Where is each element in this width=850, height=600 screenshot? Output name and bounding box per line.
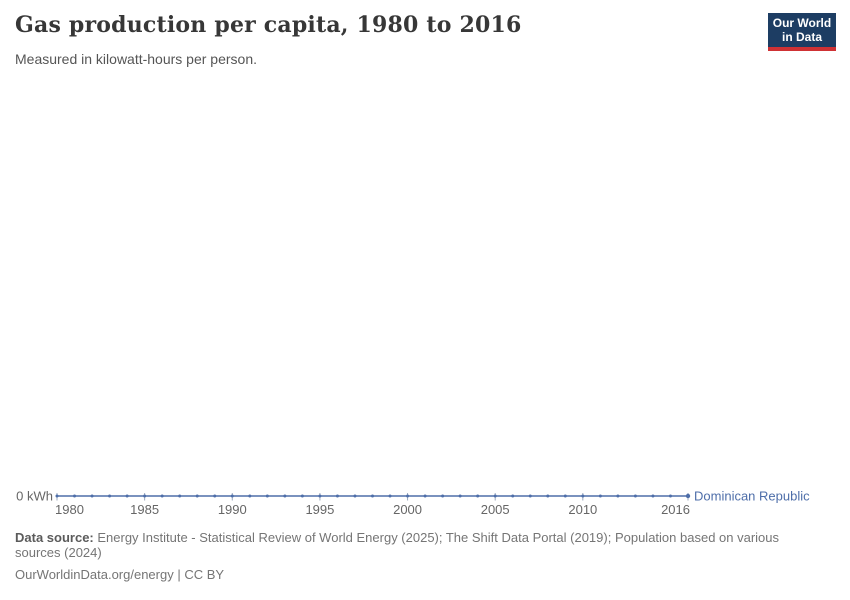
data-source-label: Data source: xyxy=(15,530,94,545)
data-point[interactable] xyxy=(353,494,357,498)
data-point[interactable] xyxy=(318,494,322,498)
series-label[interactable]: Dominican Republic xyxy=(694,489,810,504)
data-point[interactable] xyxy=(108,494,112,498)
data-point[interactable] xyxy=(493,494,497,498)
data-point[interactable] xyxy=(651,494,655,498)
data-point[interactable] xyxy=(213,494,217,498)
y-axis-zero-label: 0 kWh xyxy=(16,489,53,504)
data-point[interactable] xyxy=(563,494,567,498)
data-point[interactable] xyxy=(335,494,339,498)
data-source-line: Data source: Energy Institute - Statisti… xyxy=(15,530,821,560)
data-point[interactable] xyxy=(371,494,374,498)
chart-footer: Data source: Energy Institute - Statisti… xyxy=(15,530,821,583)
data-point[interactable] xyxy=(476,494,480,498)
x-tick-label: 2005 xyxy=(481,502,510,517)
data-point[interactable] xyxy=(441,494,445,498)
x-tick-label: 2000 xyxy=(393,502,422,517)
data-point[interactable] xyxy=(73,494,77,498)
data-point[interactable] xyxy=(388,494,392,498)
x-tick-label: 1980 xyxy=(55,502,84,517)
data-point[interactable] xyxy=(55,494,59,498)
x-tick-label: 1995 xyxy=(305,502,334,517)
data-point[interactable] xyxy=(581,494,585,498)
data-point[interactable] xyxy=(248,494,252,498)
owid-logo-line1: Our World xyxy=(772,16,832,30)
chart-svg[interactable]: 1980 1985 1990 1995 2000 2005 2010 2016 Dominica… xyxy=(0,0,850,525)
cc-by-link[interactable]: CC BY xyxy=(184,567,225,582)
data-point[interactable] xyxy=(406,494,410,498)
data-point[interactable] xyxy=(423,494,427,498)
license-line: OurWorldinData.org/energy | CC BY xyxy=(15,567,821,583)
x-tick-label: 1985 xyxy=(130,502,159,517)
energy-link[interactable]: OurWorldinData.org/energy xyxy=(15,567,174,582)
x-tick-label: 2010 xyxy=(568,502,597,517)
data-point[interactable] xyxy=(633,494,637,498)
data-point[interactable] xyxy=(511,494,515,498)
data-point[interactable] xyxy=(265,494,269,498)
data-point[interactable] xyxy=(283,494,287,498)
data-point[interactable] xyxy=(230,494,234,498)
data-point[interactable] xyxy=(90,494,94,498)
data-point[interactable] xyxy=(143,494,147,498)
data-point[interactable] xyxy=(300,494,304,498)
data-point[interactable] xyxy=(195,494,199,498)
data-point[interactable] xyxy=(458,494,462,498)
data-point[interactable] xyxy=(668,494,672,498)
x-tick-label: 1990 xyxy=(218,502,247,517)
page-title: Gas production per capita, 1980 to 2016 xyxy=(15,12,522,38)
license-separator: | xyxy=(173,567,185,582)
data-point[interactable] xyxy=(528,494,532,498)
data-point[interactable] xyxy=(598,494,602,498)
page-subtitle: Measured in kilowatt-hours per person. xyxy=(15,51,258,67)
data-point[interactable] xyxy=(178,494,182,498)
data-point[interactable] xyxy=(546,494,550,498)
owid-logo[interactable]: Our World in Data xyxy=(768,13,836,51)
data-point[interactable] xyxy=(616,494,620,498)
x-tick-label: 2016 xyxy=(661,502,690,517)
data-point[interactable] xyxy=(160,494,164,498)
data-point[interactable] xyxy=(125,494,129,498)
data-source-text: Energy Institute - Statistical Review of… xyxy=(15,530,780,560)
data-point[interactable] xyxy=(685,493,691,499)
owid-logo-line2: in Data xyxy=(781,30,822,44)
